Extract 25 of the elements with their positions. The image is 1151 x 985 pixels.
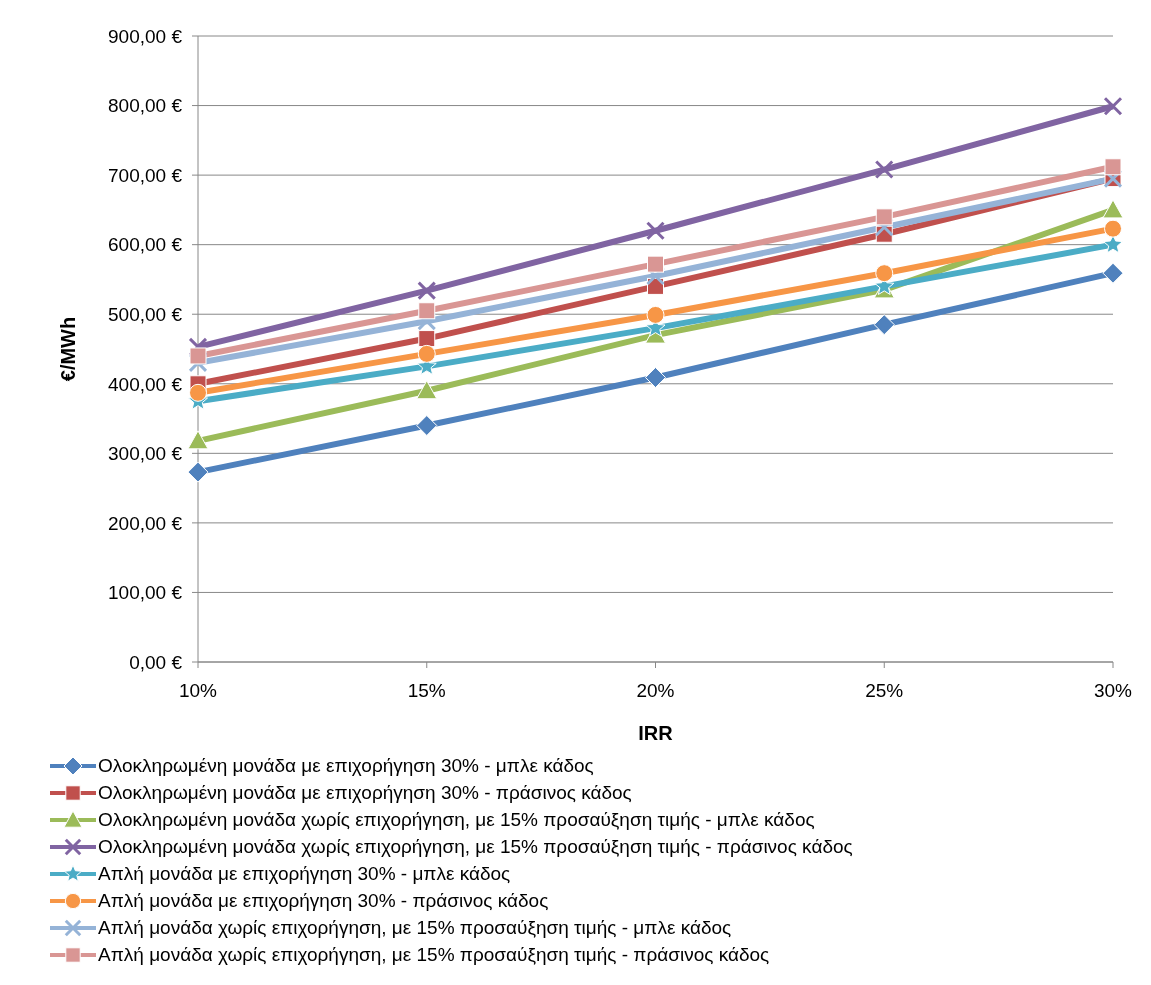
y-tick-label: 0,00 €: [129, 651, 183, 673]
legend-label: Απλή μονάδα χωρίς επιχορήγηση, με 15% προσαύξηση τιμής - πράσινος κάδος: [98, 943, 770, 966]
legend-label: Απλή μονάδα με επιχορήγηση 30% - μπλε κάδος: [98, 862, 511, 885]
x-tick-label: 20%: [636, 680, 675, 702]
x-tick-label: 30%: [1093, 680, 1133, 702]
y-tick-label: 900,00 €: [108, 25, 183, 47]
y-tick-label: 600,00 €: [108, 234, 183, 256]
legend-label: Ολοκληρωμένη μονάδα χωρίς επιχορήγηση, με 15% προσαύξηση τιμής - μπλε κάδος: [98, 808, 815, 831]
x-tick-label: 15%: [407, 680, 446, 702]
y-tick-label: 100,00 €: [108, 582, 183, 604]
y-tick-label: 300,00 €: [108, 443, 183, 465]
y-tick-label: 200,00 €: [108, 512, 183, 534]
y-tick-label: 400,00 €: [108, 373, 183, 395]
legend-label: Απλή μονάδα με επιχορήγηση 30% - πράσινος κάδος: [98, 889, 549, 912]
legend-label: Ολοκληρωμένη μονάδα χωρίς επιχορήγηση, με 15% προσαύξηση τιμής - πράσινος κάδος: [98, 835, 853, 858]
x-tick-label: 25%: [865, 680, 904, 702]
legend-label: Ολοκληρωμένη μονάδα με επιχορήγηση 30% - πράσινος κάδος: [98, 781, 632, 804]
y-tick-label: 500,00 €: [108, 303, 183, 325]
y-tick-label: 800,00 €: [108, 95, 183, 117]
y-axis-title: €/MWh: [57, 316, 80, 382]
x-tick-label: 10%: [178, 680, 218, 702]
legend-label: Ολοκληρωμένη μονάδα με επιχορήγηση 30% - μπλε κάδος: [98, 754, 594, 777]
y-tick-label: 700,00 €: [108, 164, 183, 186]
x-axis-title: IRR: [638, 722, 674, 744]
legend-label: Απλή μονάδα χωρίς επιχορήγηση, με 15% προσαύξηση τιμής - μπλε κάδος: [98, 916, 732, 939]
